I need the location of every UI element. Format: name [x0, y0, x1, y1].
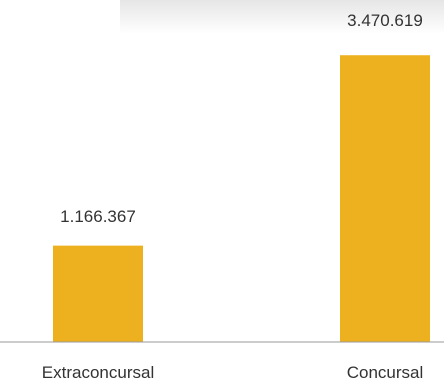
top-shadow	[120, 0, 444, 34]
bar-extraconcursal	[53, 245, 143, 342]
bar-concursal	[340, 55, 430, 342]
bar-value-label-concursal: 3.470.619	[347, 11, 423, 30]
bars-group	[53, 55, 430, 342]
category-label-extraconcursal: Extraconcursal	[42, 363, 154, 382]
category-label-concursal: Concursal	[347, 363, 424, 382]
bar-value-label-extraconcursal: 1.166.367	[60, 207, 136, 226]
